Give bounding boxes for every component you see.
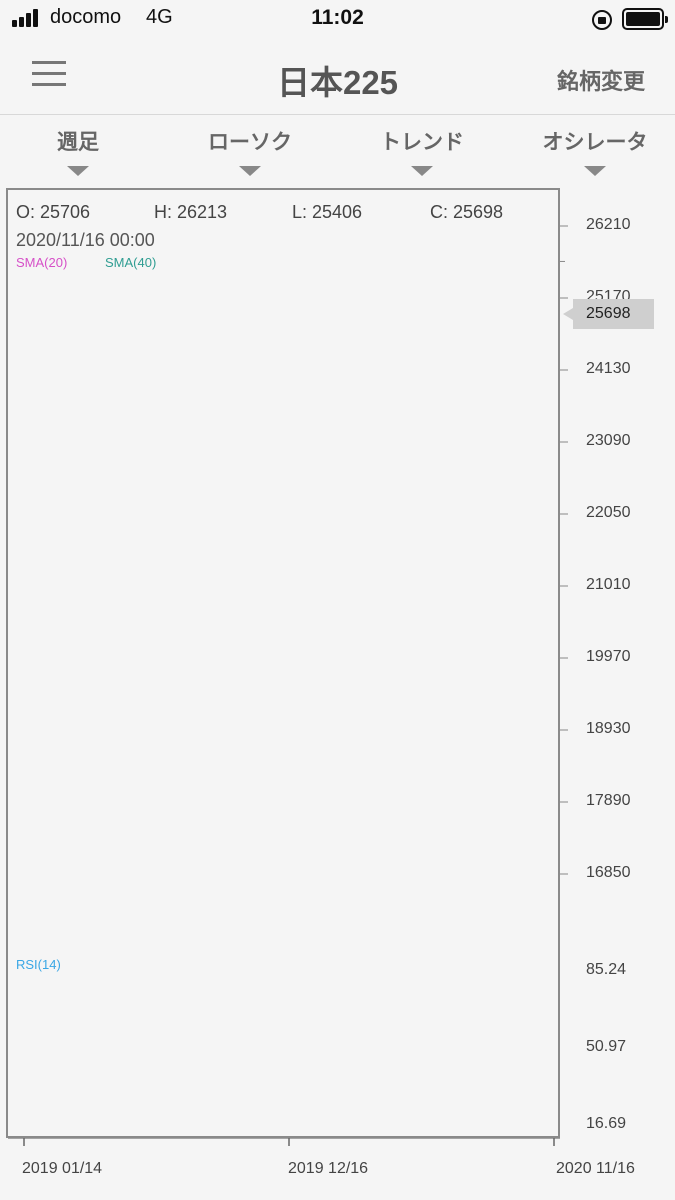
price-axis-label: 16850 <box>586 864 631 881</box>
page-title: 日本225 <box>276 64 399 101</box>
network-type: 4G <box>146 6 173 28</box>
price-axis-label: 26210 <box>586 216 631 233</box>
date-axis-label: 2019 12/16 <box>288 1160 369 1177</box>
tab-timeframe[interactable]: 週足 <box>0 126 158 176</box>
tab-oscillator[interactable]: オシレータ <box>515 126 675 176</box>
sma20-legend: SMA(20) <box>16 255 68 270</box>
tab-chart-type[interactable]: ローソク <box>170 126 330 176</box>
date-axis-label: 2019 01/14 <box>22 1160 103 1177</box>
date-axis-label: 2020 11/16 <box>556 1160 635 1177</box>
price-axis-label: 17890 <box>586 792 631 809</box>
tab-trend-label: トレンド <box>380 131 464 154</box>
price-axis-label: 21010 <box>586 576 631 593</box>
rsi-axis-label: 85.24 <box>586 960 627 978</box>
ohlc-open: O: 25706 <box>16 202 91 222</box>
chevron-down-icon <box>239 166 261 176</box>
sma40-legend: SMA(40) <box>105 255 157 270</box>
chevron-down-icon <box>67 166 89 176</box>
current-price-marker: 25698 <box>563 299 654 329</box>
chart-panel: O: 25706 H: 26213 L: 25406 C: 25698 2020… <box>6 188 560 1138</box>
chevron-down-icon <box>411 166 433 176</box>
status-time: 11:02 <box>311 6 364 29</box>
rsi-axis-label: 50.97 <box>586 1037 627 1055</box>
tab-oscillator-label: オシレータ <box>542 131 648 154</box>
hamburger-menu-icon[interactable] <box>32 59 68 89</box>
tab-chart-type-label: ローソク <box>208 131 292 154</box>
chart-options-tabs: 週足 ローソク トレンド オシレータ <box>0 116 675 184</box>
chevron-down-icon <box>584 166 606 176</box>
rotation-lock-icon <box>592 10 612 30</box>
price-axis-label: 23090 <box>586 432 631 449</box>
price-axis-label: 19970 <box>586 648 631 665</box>
ohlc-high: H: 26213 <box>154 202 228 222</box>
battery-icon <box>622 8 668 30</box>
carrier-name: docomo <box>50 6 122 28</box>
signal-icon <box>12 9 44 27</box>
ohlc-close: C: 25698 <box>430 202 504 222</box>
ohlc-date: 2020/11/16 00:00 <box>16 230 155 250</box>
rsi-axis-label: 16.69 <box>586 1114 627 1132</box>
rsi-legend: RSI(14) <box>16 957 61 972</box>
status-bar: docomo 4G 11:02 <box>0 0 675 40</box>
price-axis-label: 24130 <box>586 360 631 377</box>
price-axis-label: 18930 <box>586 720 631 737</box>
change-symbol-button[interactable]: 銘柄変更 <box>556 69 645 94</box>
tab-trend[interactable]: トレンド <box>342 126 502 176</box>
tab-timeframe-label: 週足 <box>57 131 99 154</box>
ohlc-low: L: 25406 <box>292 202 363 222</box>
nav-bar: 日本225 銘柄変更 <box>0 40 675 115</box>
price-axis-label: 22050 <box>586 504 631 521</box>
